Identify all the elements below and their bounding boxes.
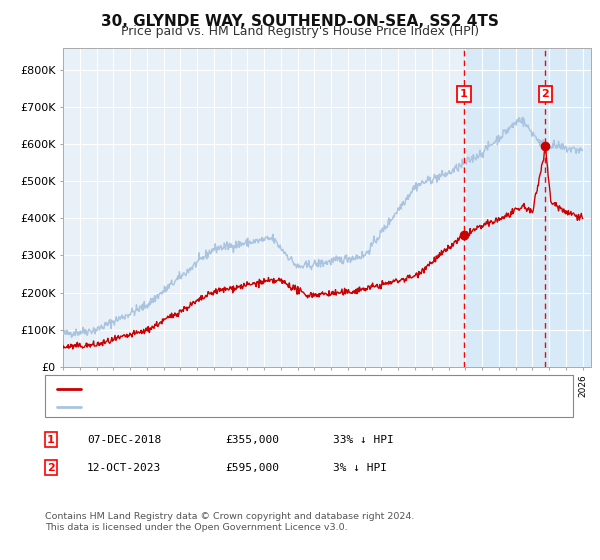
Text: 33% ↓ HPI: 33% ↓ HPI — [333, 435, 394, 445]
Text: HPI: Average price, detached house, Southend-on-Sea: HPI: Average price, detached house, Sout… — [90, 402, 373, 412]
Text: 1: 1 — [460, 89, 468, 99]
Text: 3% ↓ HPI: 3% ↓ HPI — [333, 463, 387, 473]
Bar — [464, 48, 545, 367]
Text: 2: 2 — [542, 89, 549, 99]
Bar — [545, 48, 591, 367]
Text: 07-DEC-2018: 07-DEC-2018 — [87, 435, 161, 445]
Text: 2: 2 — [47, 463, 55, 473]
Text: 12-OCT-2023: 12-OCT-2023 — [87, 463, 161, 473]
Text: Price paid vs. HM Land Registry's House Price Index (HPI): Price paid vs. HM Land Registry's House … — [121, 25, 479, 38]
Text: Contains HM Land Registry data © Crown copyright and database right 2024.
This d: Contains HM Land Registry data © Crown c… — [45, 512, 415, 532]
Text: 30, GLYNDE WAY, SOUTHEND-ON-SEA, SS2 4TS: 30, GLYNDE WAY, SOUTHEND-ON-SEA, SS2 4TS — [101, 14, 499, 29]
Text: £355,000: £355,000 — [225, 435, 279, 445]
Text: £595,000: £595,000 — [225, 463, 279, 473]
Text: 30, GLYNDE WAY, SOUTHEND-ON-SEA, SS2 4TS (detached house): 30, GLYNDE WAY, SOUTHEND-ON-SEA, SS2 4TS… — [90, 384, 430, 394]
Text: 1: 1 — [47, 435, 55, 445]
